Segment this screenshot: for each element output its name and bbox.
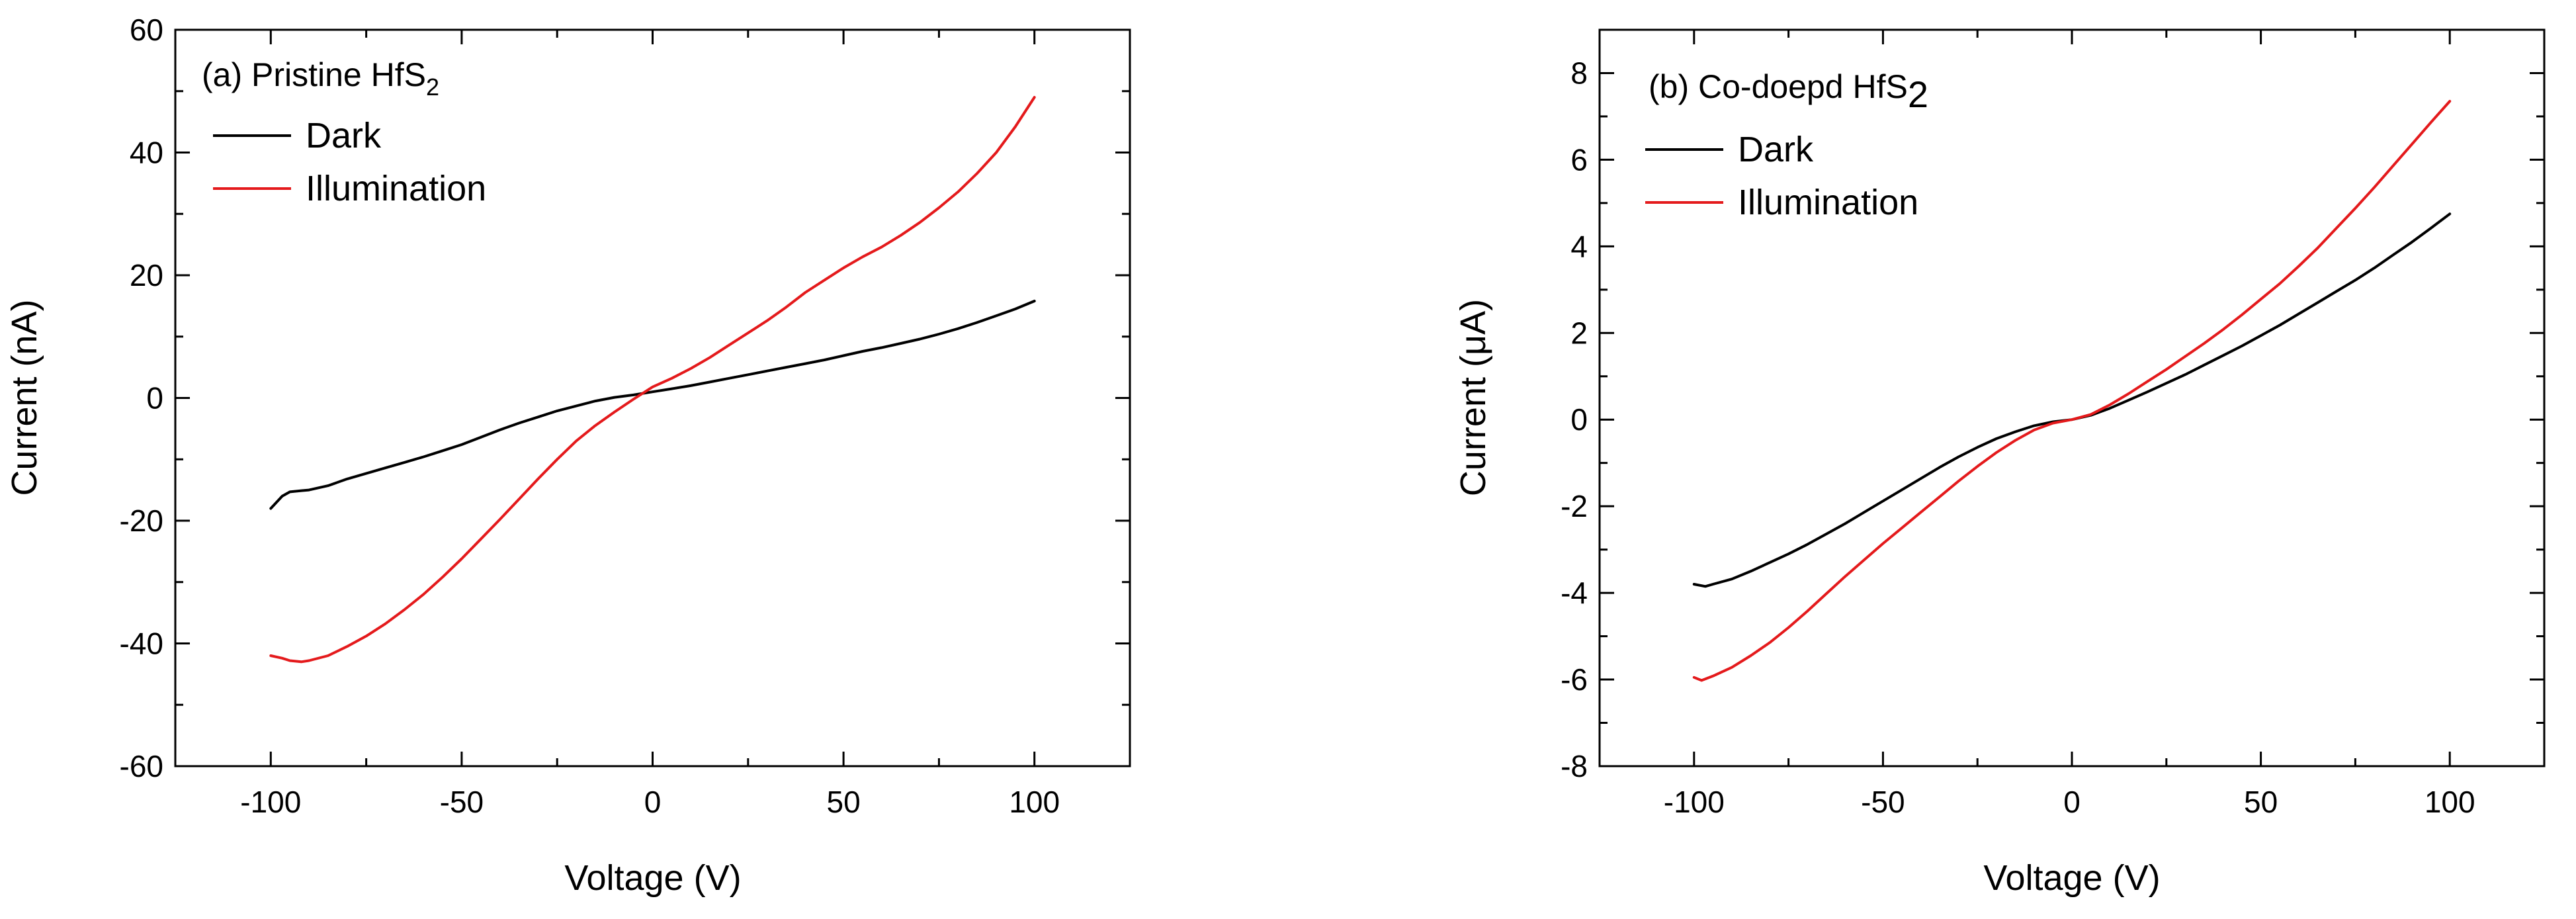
y-tick-label: -2 xyxy=(1561,489,1588,523)
y-tick-label: -20 xyxy=(120,503,163,538)
x-tick-label: -50 xyxy=(440,785,484,819)
x-axis-title: Voltage (V) xyxy=(564,858,741,898)
legend-label-dark: Dark xyxy=(306,116,382,155)
x-tick-label: 0 xyxy=(2063,785,2081,819)
panel-title-main: (a) Pristine HfS xyxy=(202,56,426,93)
y-tick-label: -60 xyxy=(120,749,163,783)
legend: Dark Illumination xyxy=(213,116,486,208)
x-axis-ticks: -100 -50 0 50 100 xyxy=(240,30,1060,819)
y-tick-label: 2 xyxy=(1570,316,1588,350)
series-line-illumination xyxy=(1692,100,2452,682)
legend-label-illumination: Illumination xyxy=(1738,183,1918,222)
x-axis-title: Voltage (V) xyxy=(1983,858,2160,898)
y-tick-label: 60 xyxy=(130,13,163,47)
y-tick-label: -6 xyxy=(1561,662,1588,697)
y-tick-label: 8 xyxy=(1570,56,1588,90)
panel-title: (a) Pristine HfS2 xyxy=(202,56,439,101)
panel-title-subscript: 2 xyxy=(1908,73,1928,115)
y-tick-label: 4 xyxy=(1570,229,1588,263)
legend: Dark Illumination xyxy=(1645,130,1918,222)
panel-title: (b) Co-doepd HfS2 xyxy=(1649,68,1928,115)
series-layer xyxy=(269,96,1036,664)
y-tick-label: -4 xyxy=(1561,576,1588,610)
y-tick-label: -8 xyxy=(1561,749,1588,783)
x-tick-label: 50 xyxy=(2244,785,2278,819)
x-tick-label: -100 xyxy=(240,785,301,819)
y-axis-title: Current (μA) xyxy=(1453,299,1493,496)
series-layer xyxy=(1692,100,2452,682)
y-tick-label: 6 xyxy=(1570,142,1588,177)
y-axis-ticks: -8 -6 -4 -2 0 2 4 6 8 xyxy=(1561,56,2544,783)
y-tick-label: 40 xyxy=(130,136,163,170)
panel-title-subscript: 2 xyxy=(426,73,439,101)
y-tick-label: 0 xyxy=(1570,402,1588,437)
x-tick-label: 100 xyxy=(1009,785,1060,819)
x-tick-label: -100 xyxy=(1664,785,1725,819)
x-tick-label: 100 xyxy=(2425,785,2475,819)
y-axis-title: Current (nA) xyxy=(5,299,44,496)
legend-label-illumination: Illumination xyxy=(306,169,486,208)
y-tick-label: 0 xyxy=(146,381,163,416)
series-line-illumination xyxy=(269,96,1036,664)
series-line-dark xyxy=(1692,212,2452,588)
x-tick-label: -50 xyxy=(1861,785,1905,819)
panel-a-pristine: -100 -50 0 50 100 -60 -40 -20 0 20 40 60 Voltage (… xyxy=(5,13,1131,898)
x-axis-ticks: -100 -50 0 50 100 xyxy=(1664,30,2475,819)
panel-title-main: (b) Co-doepd HfS xyxy=(1649,68,1908,105)
series-line-dark xyxy=(269,300,1036,510)
y-tick-label: -40 xyxy=(120,627,163,661)
x-tick-label: 0 xyxy=(644,785,662,819)
legend-label-dark: Dark xyxy=(1738,130,1814,169)
y-tick-label: 20 xyxy=(130,258,163,292)
y-axis-ticks: -60 -40 -20 0 20 40 60 xyxy=(120,13,1130,783)
x-tick-label: 50 xyxy=(827,785,861,819)
